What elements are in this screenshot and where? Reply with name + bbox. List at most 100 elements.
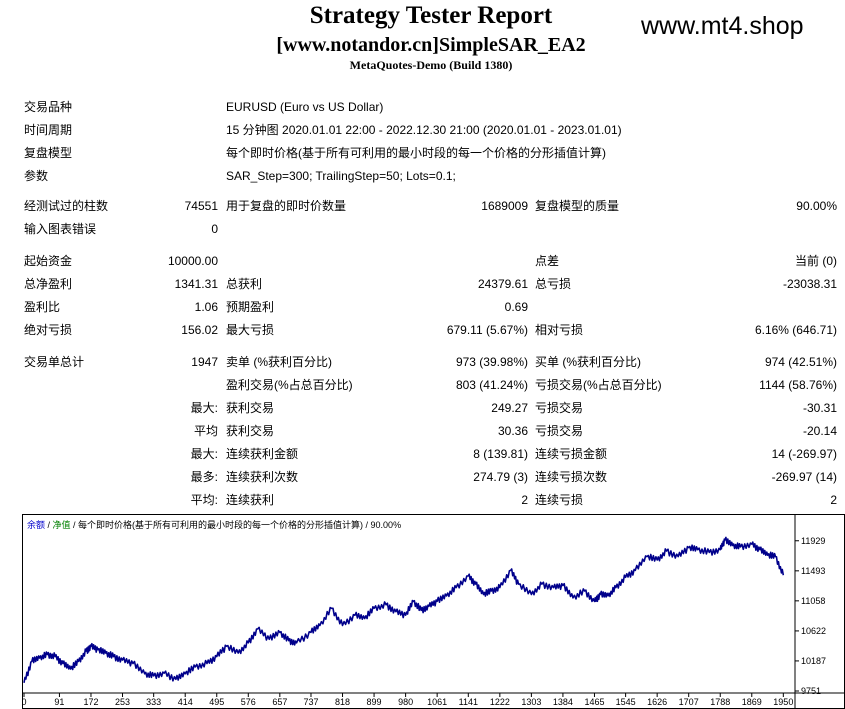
x-tick-label: 1141 xyxy=(459,697,478,707)
average-loss-label: 亏损交易 xyxy=(535,424,584,438)
long-positions-value: 974 (42.51%) xyxy=(764,355,837,369)
max-consecutive-loss-label: 连续亏损次数 xyxy=(535,470,608,484)
caption-rest: / 每个即时价格(基于所有可利用的最小时段的每一个价格的分形插值计算) / 90… xyxy=(70,520,402,530)
model-value: 每个即时价格(基于所有可利用的最小时段的每一个价格的分形插值计算) xyxy=(226,146,606,160)
gross-profit-label: 总获利 xyxy=(226,277,263,291)
x-tick-label: 91 xyxy=(54,697,64,707)
quality-value: 90.00% xyxy=(796,199,837,213)
average-consecutive-wins-label: 连续获利 xyxy=(226,493,275,507)
x-tick-label: 1950 xyxy=(773,697,793,707)
x-tick-label: 1465 xyxy=(584,697,604,707)
profit-factor-label: 盈利比 xyxy=(24,300,61,314)
chart-caption: 余额 / 净值 / 每个即时价格(基于所有可利用的最小时段的每一个价格的分形插值… xyxy=(27,518,401,531)
balance-chart: 9751 10187 10622 11058 11493 11929 0 91 172 253 33… xyxy=(22,514,845,709)
ticks-value: 1689009 xyxy=(481,199,528,213)
total-trades-label: 交易单总计 xyxy=(24,355,85,369)
balance-line xyxy=(23,536,785,683)
gross-loss-label: 总亏损 xyxy=(535,277,572,291)
max-consecutive-loss-value: -269.97 (14) xyxy=(771,470,837,484)
profit-trades-value: 803 (41.24%) xyxy=(455,378,528,392)
x-tick-label: 253 xyxy=(115,697,130,707)
average-consecutive-losses-value: 2 xyxy=(830,493,837,507)
x-tick-label: 172 xyxy=(83,697,98,707)
profit-trades-label: 盈利交易(%占总百分比) xyxy=(226,378,353,392)
ea-name: [www.notandor.cn]SimpleSAR_EA2 xyxy=(276,34,586,56)
largest-prefix: 最大: xyxy=(190,401,218,415)
largest-profit-value: 249.27 xyxy=(491,401,528,415)
model-label: 复盘模型 xyxy=(24,146,73,160)
balance-legend: 余额 xyxy=(27,520,46,530)
largest-profit-label: 获利交易 xyxy=(226,401,275,415)
x-tick-label: 1707 xyxy=(679,697,699,707)
average-consecutive-wins-value: 2 xyxy=(521,493,528,507)
x-tick-label: 737 xyxy=(303,697,318,707)
x-tick-label: 576 xyxy=(241,697,256,707)
equity-legend: 净值 xyxy=(52,520,71,530)
y-tick-label: 11058 xyxy=(801,596,825,606)
quality-label: 复盘模型的质量 xyxy=(535,199,620,213)
x-tick-label: 1869 xyxy=(742,697,762,707)
deposit-value: 10000.00 xyxy=(167,254,218,268)
x-tick-label: 1788 xyxy=(710,697,730,707)
absolute-drawdown-value: 156.02 xyxy=(181,323,218,337)
x-tick-label: 657 xyxy=(272,697,287,707)
symbol-value: EURUSD (Euro vs US Dollar) xyxy=(226,100,384,114)
average-profit-label: 获利交易 xyxy=(226,424,275,438)
y-tick-label: 9751 xyxy=(801,686,821,696)
max-consecutive-losses-value: 14 (-269.97) xyxy=(771,447,837,461)
bars-value: 74551 xyxy=(184,199,218,213)
short-positions-label: 卖单 (%获利百分比) xyxy=(226,355,332,369)
average-loss-value: -20.14 xyxy=(802,424,837,438)
caption-separator: / xyxy=(45,520,53,530)
largest-loss-value: -30.31 xyxy=(802,401,837,415)
gross-loss-value: -23038.31 xyxy=(782,277,837,291)
total-trades-value: 1947 xyxy=(191,355,218,369)
largest-loss-label: 亏损交易 xyxy=(535,401,584,415)
average-prefix: 平均 xyxy=(193,424,218,438)
short-positions-value: 973 (39.98%) xyxy=(455,355,528,369)
x-tick-label: 1545 xyxy=(616,697,636,707)
long-positions-label: 买单 (%获利百分比) xyxy=(535,355,641,369)
symbol-label: 交易品种 xyxy=(24,100,73,114)
x-tick-label: 1626 xyxy=(647,697,667,707)
mismatch-label: 输入图表错误 xyxy=(24,222,97,236)
x-tick-label: 980 xyxy=(398,697,413,707)
deposit-label: 起始资金 xyxy=(24,254,73,268)
period-value: 15 分钟图 2020.01.01 22:00 - 2022.12.30 21:… xyxy=(226,123,622,137)
average-consecutive-losses-label: 连续亏损 xyxy=(535,493,584,507)
expected-payoff-label: 预期盈利 xyxy=(226,300,275,314)
x-tick-label: 333 xyxy=(146,697,161,707)
max-consecutive-profit-value: 274.79 (3) xyxy=(473,470,528,484)
x-tick-label: 899 xyxy=(367,697,382,707)
spread-label: 点差 xyxy=(535,254,560,268)
x-tick-label: 818 xyxy=(335,697,350,707)
x-tick-label: 1222 xyxy=(490,697,510,707)
y-tick-label: 11929 xyxy=(801,536,825,546)
mismatch-value: 0 xyxy=(211,222,218,236)
x-tick-label: 1303 xyxy=(521,697,541,707)
net-profit-label: 总净盈利 xyxy=(24,277,73,291)
x-tick-label: 1061 xyxy=(427,697,447,707)
max-consecutive-wins-label: 连续获利金额 xyxy=(226,447,299,461)
max-consecutive-profit-label: 连续获利次数 xyxy=(226,470,299,484)
period-label: 时间周期 xyxy=(24,123,73,137)
report-title: Strategy Tester Report xyxy=(309,2,553,29)
gross-profit-value: 24379.61 xyxy=(477,277,528,291)
average-profit-value: 30.36 xyxy=(497,424,528,438)
y-tick-label: 10187 xyxy=(801,656,826,666)
y-tick-label: 10622 xyxy=(801,626,826,636)
average-consecutive-prefix: 平均: xyxy=(190,493,218,507)
spread-value: 当前 (0) xyxy=(794,254,837,268)
max-consecutive-prefix: 最大: xyxy=(190,447,218,461)
relative-drawdown-value: 6.16% (646.71) xyxy=(754,323,837,337)
x-tick-label: 495 xyxy=(209,697,224,707)
net-profit-value: 1341.31 xyxy=(174,277,218,291)
loss-trades-label: 亏损交易(%占总百分比) xyxy=(535,378,662,392)
params-label: 参数 xyxy=(24,169,49,183)
ticks-label: 用于复盘的即时价数量 xyxy=(226,199,347,213)
params-value: SAR_Step=300; TrailingStep=50; Lots=0.1; xyxy=(226,169,456,183)
most-consecutive-prefix: 最多: xyxy=(190,470,218,484)
maximal-drawdown-value: 679.11 (5.67%) xyxy=(446,323,528,337)
y-tick-label: 11493 xyxy=(801,566,825,576)
maximal-drawdown-label: 最大亏损 xyxy=(226,323,275,337)
